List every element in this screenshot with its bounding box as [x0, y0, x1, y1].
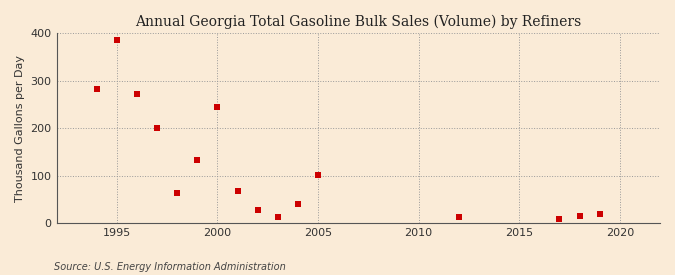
Point	[292, 202, 303, 206]
Point	[172, 191, 183, 196]
Point	[454, 215, 464, 219]
Point	[212, 105, 223, 109]
Point	[232, 189, 243, 193]
Point	[574, 214, 585, 218]
Point	[273, 215, 284, 219]
Point	[111, 38, 122, 43]
Point	[594, 211, 605, 216]
Point	[313, 172, 323, 177]
Point	[132, 92, 142, 96]
Point	[152, 126, 163, 130]
Point	[91, 87, 102, 91]
Point	[252, 208, 263, 212]
Point	[554, 217, 565, 222]
Y-axis label: Thousand Gallons per Day: Thousand Gallons per Day	[15, 55, 25, 202]
Text: Source: U.S. Energy Information Administration: Source: U.S. Energy Information Administ…	[54, 262, 286, 272]
Title: Annual Georgia Total Gasoline Bulk Sales (Volume) by Refiners: Annual Georgia Total Gasoline Bulk Sales…	[135, 15, 581, 29]
Point	[192, 158, 202, 162]
